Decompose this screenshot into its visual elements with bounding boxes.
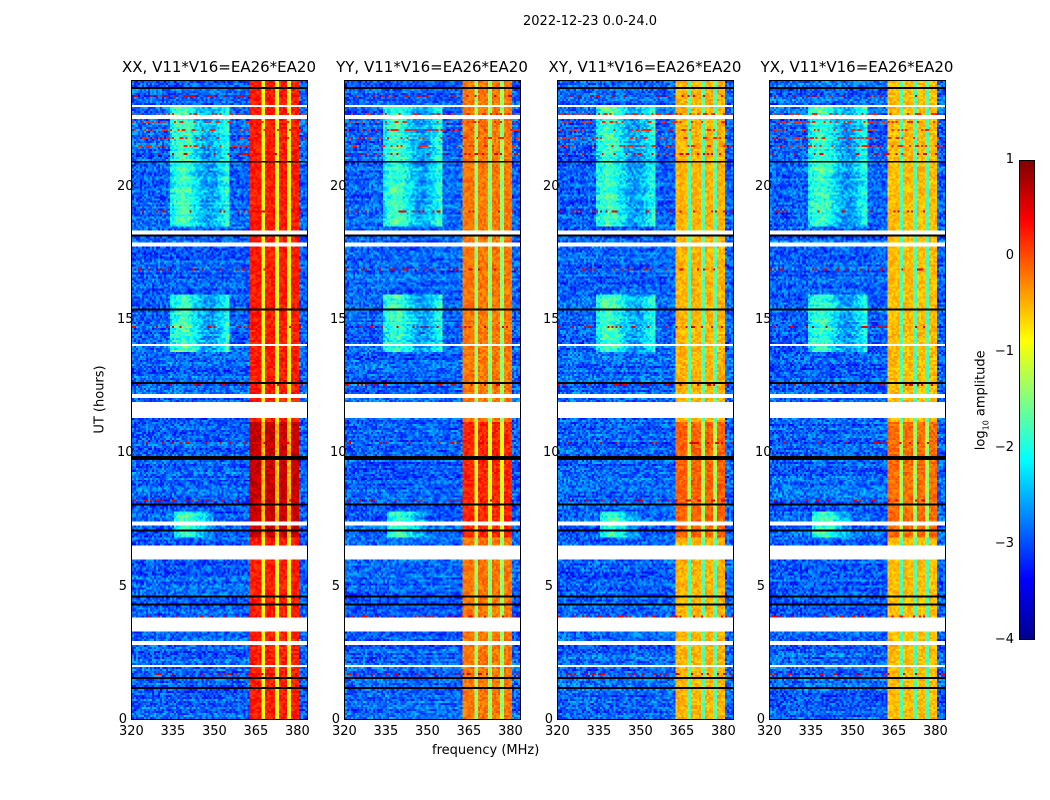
- spectrogram-panel: [344, 80, 521, 720]
- colorbar-tick-label: −3: [994, 536, 1014, 551]
- spectrogram-panel: [769, 80, 946, 720]
- colorbar-tick-label: −1: [994, 344, 1014, 359]
- colorbar-tick-label: −4: [994, 632, 1014, 647]
- panel-title: YY, V11*V16=EA26*EA20: [336, 58, 528, 76]
- x-tick-label: 350: [627, 724, 653, 739]
- colorbar-tick-label: 0: [1005, 248, 1014, 263]
- spectrogram-image: [345, 81, 520, 719]
- x-tick-label: 335: [798, 724, 824, 739]
- y-tick-label: 0: [331, 712, 340, 727]
- x-tick-label: 335: [373, 724, 399, 739]
- y-tick-label: 10: [330, 445, 347, 461]
- y-tick-label: 5: [331, 578, 340, 594]
- x-tick-label: 380: [497, 724, 523, 739]
- x-tick-label: 320: [757, 724, 782, 739]
- y-tick-label: 0: [118, 712, 127, 727]
- y-axis-label: UT (hours): [92, 365, 108, 434]
- x-tick-label: 365: [881, 724, 907, 739]
- x-tick-label: 365: [669, 724, 695, 739]
- colorbar: [1019, 160, 1035, 640]
- figure-title: 2022-12-23 0.0-24.0: [523, 14, 657, 29]
- spectrogram-panel: [557, 80, 734, 720]
- colorbar-tick-label: −2: [994, 440, 1014, 455]
- y-tick-label: 5: [544, 578, 553, 594]
- spectrogram-image: [770, 81, 945, 719]
- y-tick-label: 20: [543, 178, 560, 194]
- y-tick-label: 5: [118, 578, 127, 594]
- x-tick-label: 365: [456, 724, 482, 739]
- x-tick-label: 380: [284, 724, 310, 739]
- y-tick-label: 15: [543, 312, 560, 327]
- x-tick-label: 320: [545, 724, 570, 739]
- panel-title: YX, V11*V16=EA26*EA20: [760, 58, 954, 76]
- spectrogram-image: [558, 81, 733, 719]
- y-tick-label: 0: [544, 712, 553, 727]
- y-tick-label: 20: [330, 178, 347, 194]
- x-tick-label: 335: [586, 724, 612, 739]
- x-tick-label: 320: [332, 724, 357, 739]
- panel-title: XY, V11*V16=EA26*EA20: [548, 58, 742, 76]
- spectrogram-panel: [131, 80, 308, 720]
- y-tick-label: 10: [117, 445, 134, 461]
- y-tick-label: 15: [117, 312, 134, 327]
- spectrogram-image: [132, 81, 307, 719]
- x-tick-label: 380: [710, 724, 736, 739]
- y-tick-label: 10: [755, 445, 772, 461]
- y-tick-label: 15: [330, 312, 347, 327]
- x-tick-label: 350: [201, 724, 227, 739]
- y-tick-label: 20: [755, 178, 772, 194]
- x-tick-label: 350: [839, 724, 865, 739]
- x-axis-label: frequency (MHz): [432, 743, 540, 758]
- y-tick-label: 20: [117, 178, 134, 194]
- panel-title: XX, V11*V16=EA26*EA20: [121, 58, 316, 76]
- x-tick-label: 320: [119, 724, 144, 739]
- x-tick-label: 350: [414, 724, 440, 739]
- x-tick-label: 335: [160, 724, 186, 739]
- colorbar-label: log10 amplitude: [973, 350, 991, 451]
- y-tick-label: 15: [755, 312, 772, 327]
- y-tick-label: 5: [756, 578, 765, 594]
- x-tick-label: 365: [243, 724, 269, 739]
- x-tick-label: 380: [922, 724, 948, 739]
- y-tick-label: 10: [543, 445, 560, 461]
- colorbar-tick-label: 1: [1005, 152, 1014, 167]
- y-tick-label: 0: [756, 712, 765, 727]
